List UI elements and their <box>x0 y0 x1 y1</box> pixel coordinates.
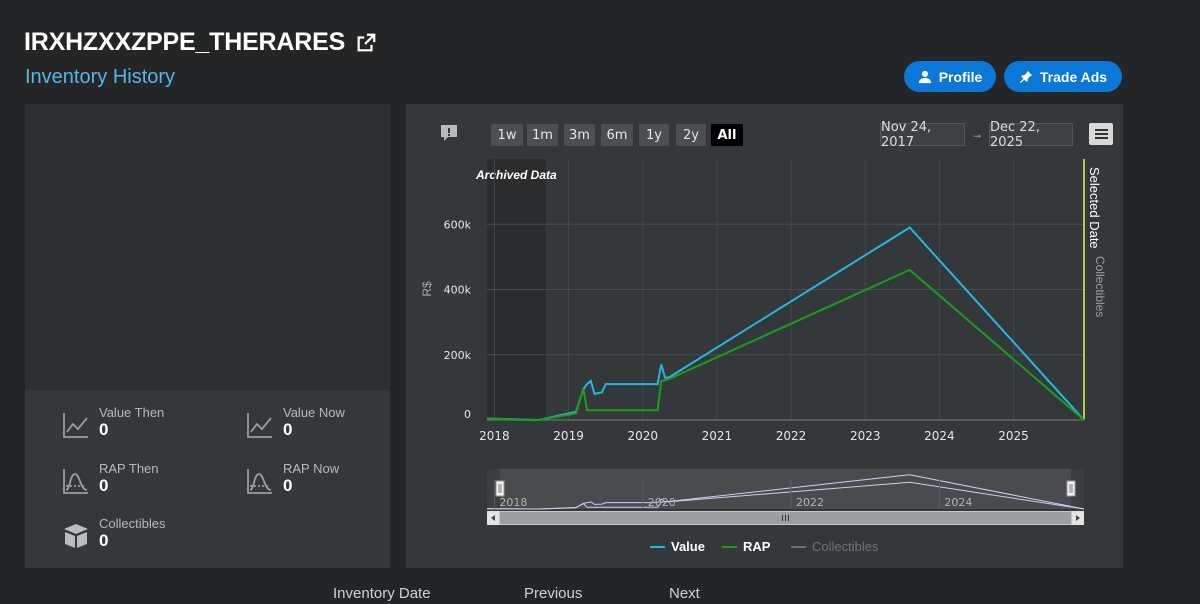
scroll-left-icon <box>491 515 495 521</box>
range-button-1y[interactable]: 1y <box>639 124 669 146</box>
legend-collectibles-label: Collectibles <box>812 539 879 554</box>
bell-curve-icon <box>247 469 272 494</box>
y-tick-label: 600k <box>444 218 472 231</box>
previous-link[interactable]: Previous <box>524 585 583 602</box>
hamburger-icon <box>1094 133 1108 135</box>
value-then-label: Value Then <box>99 405 165 420</box>
rap-now-label: RAP Now <box>283 461 340 476</box>
stat-value-then: Value Then 0 <box>61 406 164 440</box>
legend-item-rap[interactable]: RAP <box>722 539 770 554</box>
trade-ads-button-label: Trade Ads <box>1039 68 1108 85</box>
navigator-right-handle[interactable] <box>1066 480 1076 497</box>
chart-menu-button[interactable] <box>1089 123 1113 145</box>
date-to-input[interactable]: Dec 22, 2025 <box>989 120 1073 150</box>
x-tick-label: 2018 <box>479 429 510 443</box>
navigator-tick-label: 2020 <box>648 496 676 509</box>
stats-panel: Value Then 0 Value Now 0 RAP Then 0 RAP Now… <box>25 390 390 568</box>
external-link-icon[interactable] <box>355 32 377 54</box>
annotation-toggle-icon[interactable] <box>439 123 459 143</box>
username-title[interactable]: IRXHZXXZPPE_THERARES <box>24 28 377 57</box>
line-chart-icon <box>63 413 88 438</box>
navigator-left-handle[interactable] <box>495 480 505 497</box>
legend-item-value[interactable]: Value <box>650 539 705 554</box>
rap-then-label: RAP Then <box>99 461 159 476</box>
next-link[interactable]: Next <box>669 585 700 602</box>
trade-ads-button[interactable]: Trade Ads <box>1004 61 1122 92</box>
x-tick-label: 2020 <box>627 429 658 443</box>
y-tick-label: 0 <box>464 408 471 421</box>
stat-rap-then: RAP Then 0 <box>61 462 159 496</box>
x-tick-label: 2022 <box>776 429 807 443</box>
page-subtitle: Inventory History <box>25 66 176 88</box>
main-chart[interactable]: Archived Data 2018 2019 2020 2021 2022 2023 202… <box>406 104 1123 568</box>
range-button-2y[interactable]: 2y <box>676 124 706 146</box>
value-now-value: 0 <box>283 420 293 439</box>
bell-curve-icon <box>63 469 88 494</box>
y-axis-label: R$ <box>420 281 434 297</box>
range-button-1m[interactable]: 1m <box>527 124 558 146</box>
date-range-arrow: → <box>971 127 983 141</box>
selected-date-label: Selected Date <box>1087 167 1102 249</box>
archived-data-label: Archived Data <box>475 168 557 182</box>
date-from-input[interactable]: Nov 24, 2017 <box>880 120 965 150</box>
scroll-right-icon <box>1076 515 1080 521</box>
navigator-tick-label: 2018 <box>499 496 527 509</box>
x-tick-label: 2021 <box>702 429 733 443</box>
collectibles-label: Collectibles <box>99 516 166 531</box>
rap-then-value: 0 <box>99 476 109 495</box>
x-tick-label: 2019 <box>553 429 584 443</box>
rap-now-value: 0 <box>283 476 293 495</box>
x-tick-label: 2023 <box>850 429 881 443</box>
y-tick-label: 200k <box>444 349 472 362</box>
box-icon <box>64 524 88 548</box>
value-swatch <box>650 545 665 548</box>
line-chart-icon <box>247 413 272 438</box>
navigator-line-rap <box>486 481 1085 510</box>
pin-icon <box>1019 70 1033 83</box>
collectibles-value: 0 <box>99 531 109 550</box>
rap-swatch <box>722 545 737 548</box>
range-button-1w[interactable]: 1w <box>491 124 523 146</box>
username-text[interactable]: IRXHZXXZPPE_THERARES <box>24 28 346 56</box>
legend-rap-label: RAP <box>743 539 771 554</box>
y-tick-label: 400k <box>444 284 472 297</box>
legend-item-collectibles[interactable]: Collectibles <box>791 539 878 554</box>
collectibles-axis-label: Collectibles <box>1093 256 1107 317</box>
x-tick-label: 2025 <box>998 429 1029 443</box>
profile-button[interactable]: Profile <box>904 61 996 92</box>
user-icon <box>918 70 931 83</box>
stat-value-now: Value Now 0 <box>245 406 345 440</box>
series-line-rap <box>486 268 1085 422</box>
stat-rap-now: RAP Now 0 <box>245 462 339 496</box>
range-button-6m[interactable]: 6m <box>601 124 633 146</box>
navigator-tick-label: 2022 <box>796 496 824 509</box>
profile-button-label: Profile <box>938 68 983 85</box>
chart-panel: 1w 1m 3m 6m 1y 2y All Nov 24, 2017 → Dec 22, 2… <box>406 104 1123 568</box>
x-tick-label: 2024 <box>924 429 955 443</box>
value-then-value: 0 <box>99 420 109 439</box>
range-button-All[interactable]: All <box>711 124 743 146</box>
navigator-tick-label: 2024 <box>944 496 972 509</box>
collectibles-swatch <box>791 545 806 548</box>
value-now-label: Value Now <box>283 405 345 420</box>
inventory-preview-panel: Value Then 0 Value Now 0 RAP Then 0 RAP Now… <box>25 104 390 568</box>
legend-value-label: Value <box>671 539 705 554</box>
range-button-3m[interactable]: 3m <box>564 124 595 146</box>
stat-collectibles: Collectibles 0 <box>61 517 165 551</box>
inventory-date-link[interactable]: Inventory Date <box>333 585 431 602</box>
